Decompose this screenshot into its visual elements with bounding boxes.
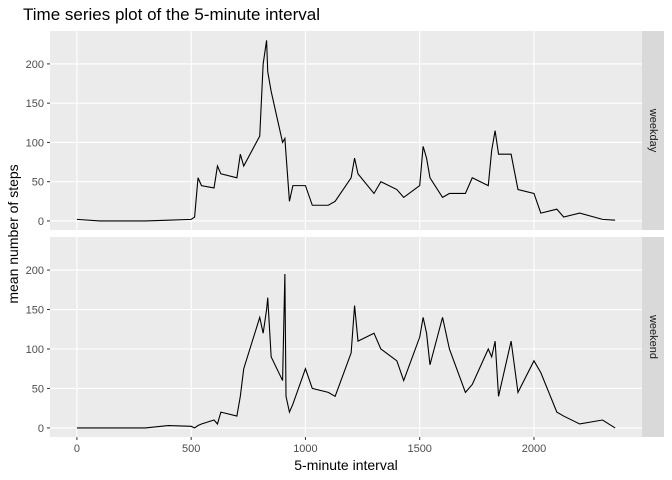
y-tick-label: 100	[26, 137, 44, 149]
x-tick-label: 0	[74, 443, 80, 455]
y-tick-label: 200	[26, 265, 44, 277]
y-tick-label: 50	[32, 383, 44, 395]
x-tick-label: 2000	[522, 443, 546, 455]
y-tick-label: 50	[32, 177, 44, 189]
y-tick-label: 0	[38, 423, 44, 435]
series-line	[76, 40, 616, 222]
chart-title: Time series plot of the 5-minute interva…	[23, 5, 320, 24]
y-axis-label: mean number of steps	[5, 164, 21, 303]
y-tick-label: 200	[26, 59, 44, 71]
facet-label: weekend	[647, 314, 659, 359]
x-axis-label: 5-minute interval	[294, 457, 398, 473]
facet-strip	[642, 237, 664, 437]
y-tick-label: 150	[26, 305, 44, 317]
y-tick-label: 150	[26, 98, 44, 110]
series-line	[76, 273, 616, 429]
x-tick-label: 1000	[293, 443, 317, 455]
facet-strip	[642, 31, 664, 230]
panel-background	[50, 31, 642, 230]
x-tick-label: 1500	[407, 443, 431, 455]
panel-background	[50, 237, 642, 437]
y-tick-label: 0	[38, 216, 44, 228]
x-tick-label: 500	[182, 443, 200, 455]
y-tick-label: 100	[26, 344, 44, 356]
facet-label: weekday	[647, 108, 659, 153]
